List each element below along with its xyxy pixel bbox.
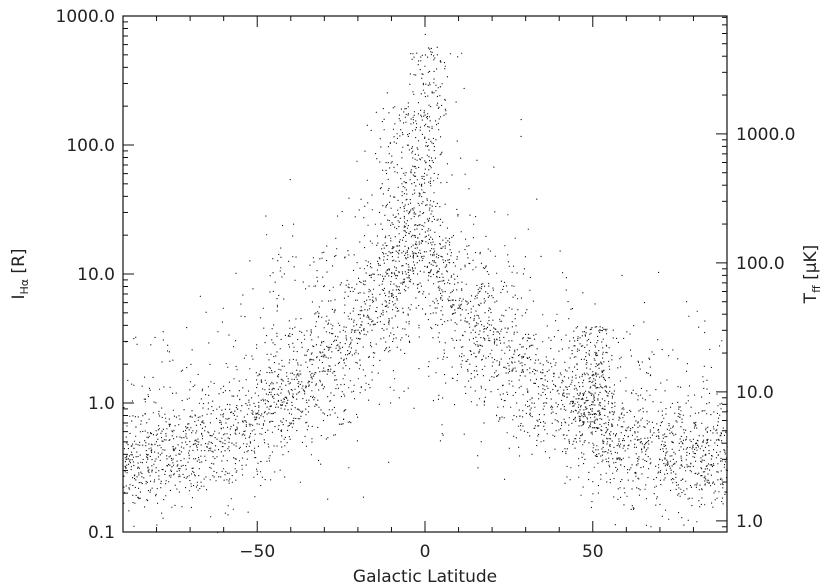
x-tick-label: 0 <box>420 542 431 562</box>
y-tick-label: 100.0 <box>66 136 115 156</box>
x-tick-label: −50 <box>239 542 275 562</box>
axis-ticks <box>122 15 728 533</box>
y2-axis-title-unit: [μK] <box>801 245 821 286</box>
y-tick-label: 0.1 <box>88 523 115 543</box>
x-axis-title: Galactic Latitude <box>353 567 497 586</box>
y-axis-title-unit: [R] <box>9 248 29 278</box>
tick-labels: −50 0 50 0.1 1.0 10.0 100.0 1000.0 1.0 10.0 100.0 1… <box>56 7 796 562</box>
y-tick-label: 1000.0 <box>56 7 115 27</box>
x-tick-label: 50 <box>582 542 604 562</box>
y-tick-label: 10.0 <box>77 265 115 285</box>
y-axis-title-subscript: Hα <box>18 279 31 295</box>
y2-axis-title: Tff [μK] <box>801 245 823 305</box>
y2-axis-title-main: T <box>801 292 821 304</box>
data-points <box>123 33 728 534</box>
y2-tick-label: 1.0 <box>736 512 763 532</box>
y-axis-title: IHα [R] <box>9 248 31 299</box>
scatter-points <box>123 33 728 534</box>
y2-tick-label: 100.0 <box>736 254 785 274</box>
y2-tick-label: 1000.0 <box>736 125 795 145</box>
y2-axis-title-subscript: ff <box>810 285 823 293</box>
y2-tick-label: 10.0 <box>736 383 774 403</box>
y-axis-title-main: I <box>9 295 29 300</box>
y-tick-label: 1.0 <box>88 394 115 414</box>
